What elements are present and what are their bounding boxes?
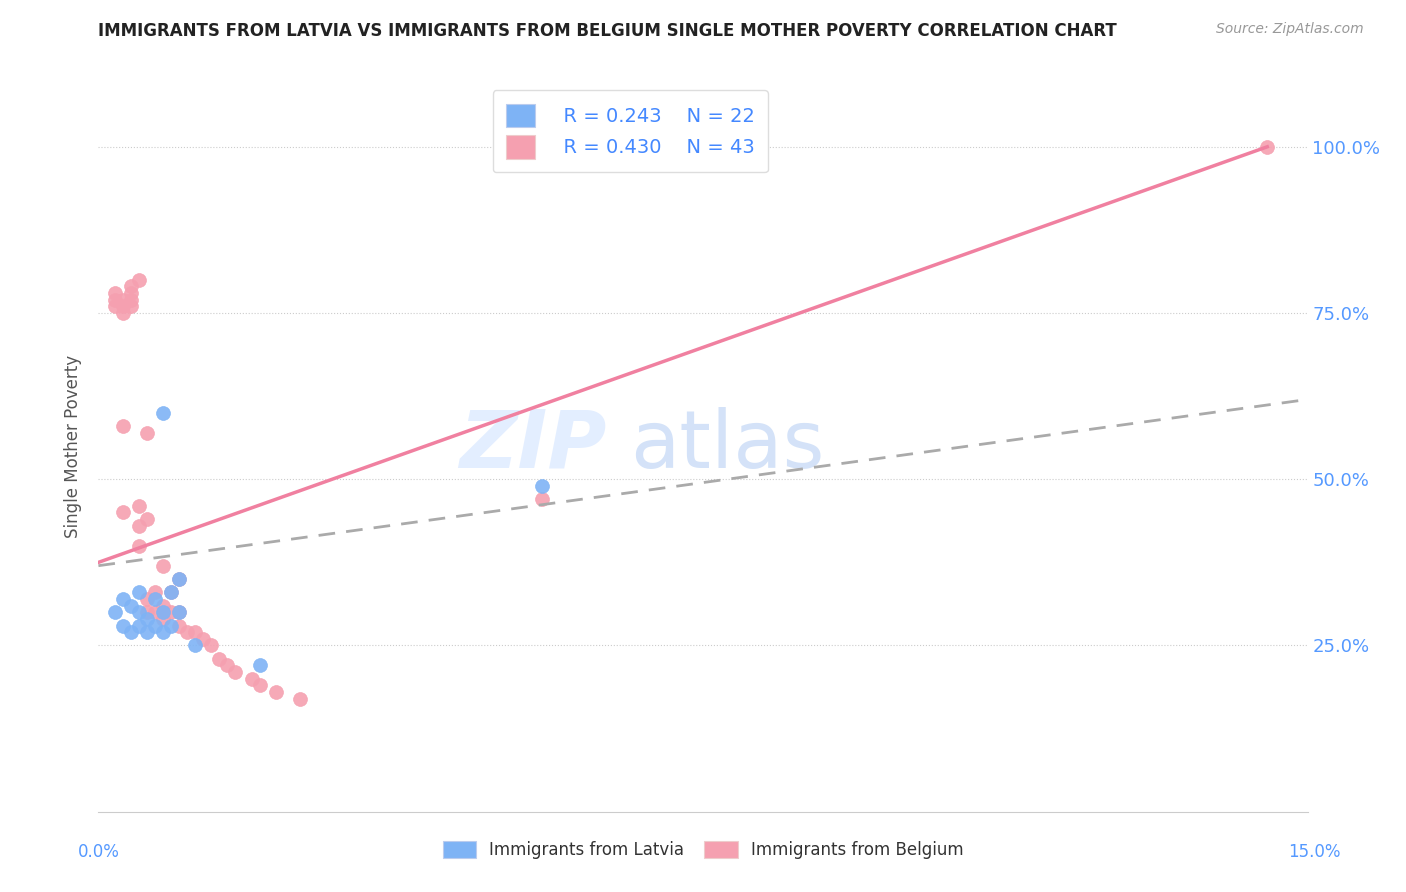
Point (530, 492, 553, 507)
Point (128, 273, 150, 287)
Text: IMMIGRANTS FROM LATVIA VS IMMIGRANTS FROM BELGIUM SINGLE MOTHER POVERTY CORRELAT: IMMIGRANTS FROM LATVIA VS IMMIGRANTS FRO… (98, 22, 1118, 40)
Point (111, 591, 134, 606)
Point (152, 599, 174, 613)
Legend: Immigrants from Latvia, Immigrants from Belgium: Immigrants from Latvia, Immigrants from … (436, 834, 970, 865)
Point (240, 672, 263, 686)
Point (135, 612, 157, 626)
Point (530, 479, 553, 493)
Point (224, 665, 246, 679)
Point (160, 618, 183, 632)
Point (128, 585, 150, 599)
Point (264, 685, 287, 699)
Point (167, 572, 190, 586)
Point (1256, 140, 1278, 154)
Point (167, 618, 190, 632)
Point (111, 293, 134, 307)
Text: atlas: atlas (630, 407, 825, 485)
Point (135, 425, 157, 440)
Point (120, 286, 142, 301)
Point (111, 306, 134, 320)
Text: Source: ZipAtlas.com: Source: ZipAtlas.com (1216, 22, 1364, 37)
Point (160, 585, 183, 599)
Point (152, 625, 174, 640)
Point (143, 605, 166, 619)
Point (135, 605, 157, 619)
Point (143, 585, 166, 599)
Point (152, 406, 174, 420)
Point (167, 572, 190, 586)
Point (143, 618, 166, 632)
Point (103, 605, 125, 619)
Point (103, 286, 125, 301)
Point (208, 652, 231, 666)
Point (135, 591, 157, 606)
Point (111, 299, 134, 313)
Point (128, 518, 150, 533)
Point (249, 678, 271, 692)
Point (111, 419, 134, 434)
Point (120, 279, 142, 293)
Point (184, 639, 207, 653)
Point (160, 585, 183, 599)
Point (193, 632, 215, 646)
Text: 0.0%: 0.0% (77, 843, 120, 861)
Point (167, 605, 190, 619)
Point (249, 658, 271, 673)
Point (167, 605, 190, 619)
Point (128, 499, 150, 513)
Point (111, 506, 134, 520)
Point (120, 625, 142, 640)
Point (135, 625, 157, 640)
Text: 15.0%: 15.0% (1288, 843, 1341, 861)
Point (120, 599, 142, 613)
Text: ZIP: ZIP (458, 407, 606, 485)
Point (288, 691, 311, 706)
Point (103, 299, 125, 313)
Point (152, 558, 174, 573)
Point (111, 618, 134, 632)
Point (152, 612, 174, 626)
Point (184, 625, 207, 640)
Point (103, 293, 125, 307)
Y-axis label: Single Mother Poverty: Single Mother Poverty (65, 354, 83, 538)
Point (128, 539, 150, 553)
Point (152, 605, 174, 619)
Point (128, 618, 150, 632)
Point (143, 591, 166, 606)
Point (200, 639, 222, 653)
Point (160, 605, 183, 619)
Point (135, 512, 157, 526)
Point (217, 658, 239, 673)
Point (128, 605, 150, 619)
Point (120, 299, 142, 313)
Point (120, 293, 142, 307)
Point (176, 625, 198, 640)
